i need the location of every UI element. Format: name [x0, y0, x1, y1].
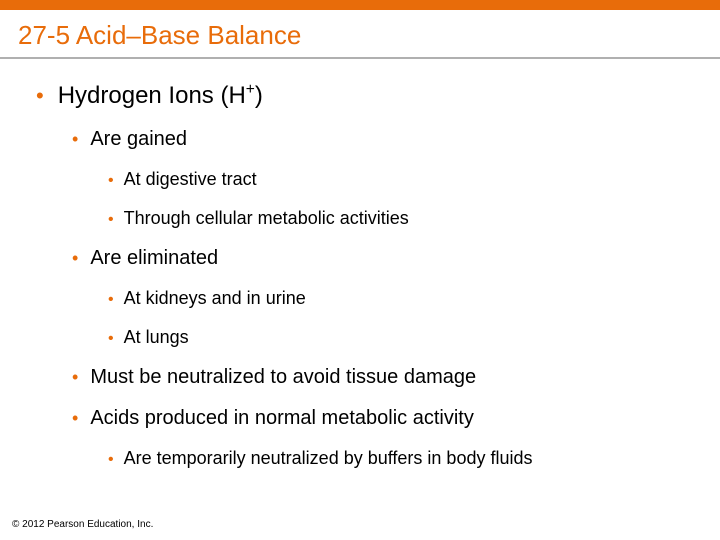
subitem-text: At digestive tract	[124, 169, 257, 190]
heading-superscript: +	[246, 81, 255, 98]
item-acids-produced: • Acids produced in normal metabolic act…	[0, 407, 720, 430]
bullet-icon: •	[108, 331, 114, 347]
bullet-icon: •	[36, 85, 44, 107]
item-are-eliminated: • Are eliminated	[0, 247, 720, 270]
subitem-text: At lungs	[124, 327, 189, 348]
bullet-icon: •	[72, 368, 78, 386]
subitem-buffers: • Are temporarily neutralized by buffers…	[0, 448, 720, 469]
copyright-footer: © 2012 Pearson Education, Inc.	[12, 519, 153, 530]
item-text: Must be neutralized to avoid tissue dama…	[90, 366, 476, 389]
heading-hydrogen-ions: • Hydrogen Ions (H+)	[0, 81, 720, 110]
heading-prefix: Hydrogen Ions (H	[58, 82, 246, 109]
item-are-gained: • Are gained	[0, 128, 720, 151]
item-neutralized: • Must be neutralized to avoid tissue da…	[0, 366, 720, 389]
slide-title: 27-5 Acid–Base Balance	[18, 20, 702, 51]
subitem-text: Are temporarily neutralized by buffers i…	[124, 448, 533, 469]
bullet-icon: •	[108, 292, 114, 308]
content-area: • Hydrogen Ions (H+) • Are gained • At d…	[0, 59, 720, 469]
item-text: Are eliminated	[90, 247, 218, 270]
subitem-lungs: • At lungs	[0, 327, 720, 348]
subitem-text: At kidneys and in urine	[124, 288, 306, 309]
subitem-text: Through cellular metabolic activities	[124, 208, 409, 229]
bullet-icon: •	[108, 173, 114, 189]
bullet-icon: •	[72, 409, 78, 427]
title-container: 27-5 Acid–Base Balance	[0, 10, 720, 59]
subitem-digestive-tract: • At digestive tract	[0, 169, 720, 190]
heading-suffix: )	[255, 82, 263, 109]
accent-top-bar	[0, 0, 720, 10]
bullet-icon: •	[108, 212, 114, 228]
bullet-icon: •	[72, 130, 78, 148]
subitem-kidneys-urine: • At kidneys and in urine	[0, 288, 720, 309]
item-text: Acids produced in normal metabolic activ…	[90, 407, 474, 430]
bullet-icon: •	[72, 249, 78, 267]
heading-text: Hydrogen Ions (H+)	[58, 81, 263, 110]
bullet-icon: •	[108, 452, 114, 468]
item-text: Are gained	[90, 128, 187, 151]
subitem-cellular-metabolic: • Through cellular metabolic activities	[0, 208, 720, 229]
